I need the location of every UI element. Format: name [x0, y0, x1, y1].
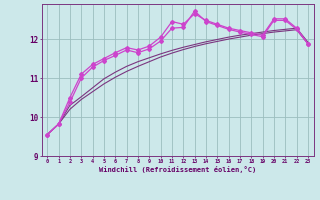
- X-axis label: Windchill (Refroidissement éolien,°C): Windchill (Refroidissement éolien,°C): [99, 166, 256, 173]
